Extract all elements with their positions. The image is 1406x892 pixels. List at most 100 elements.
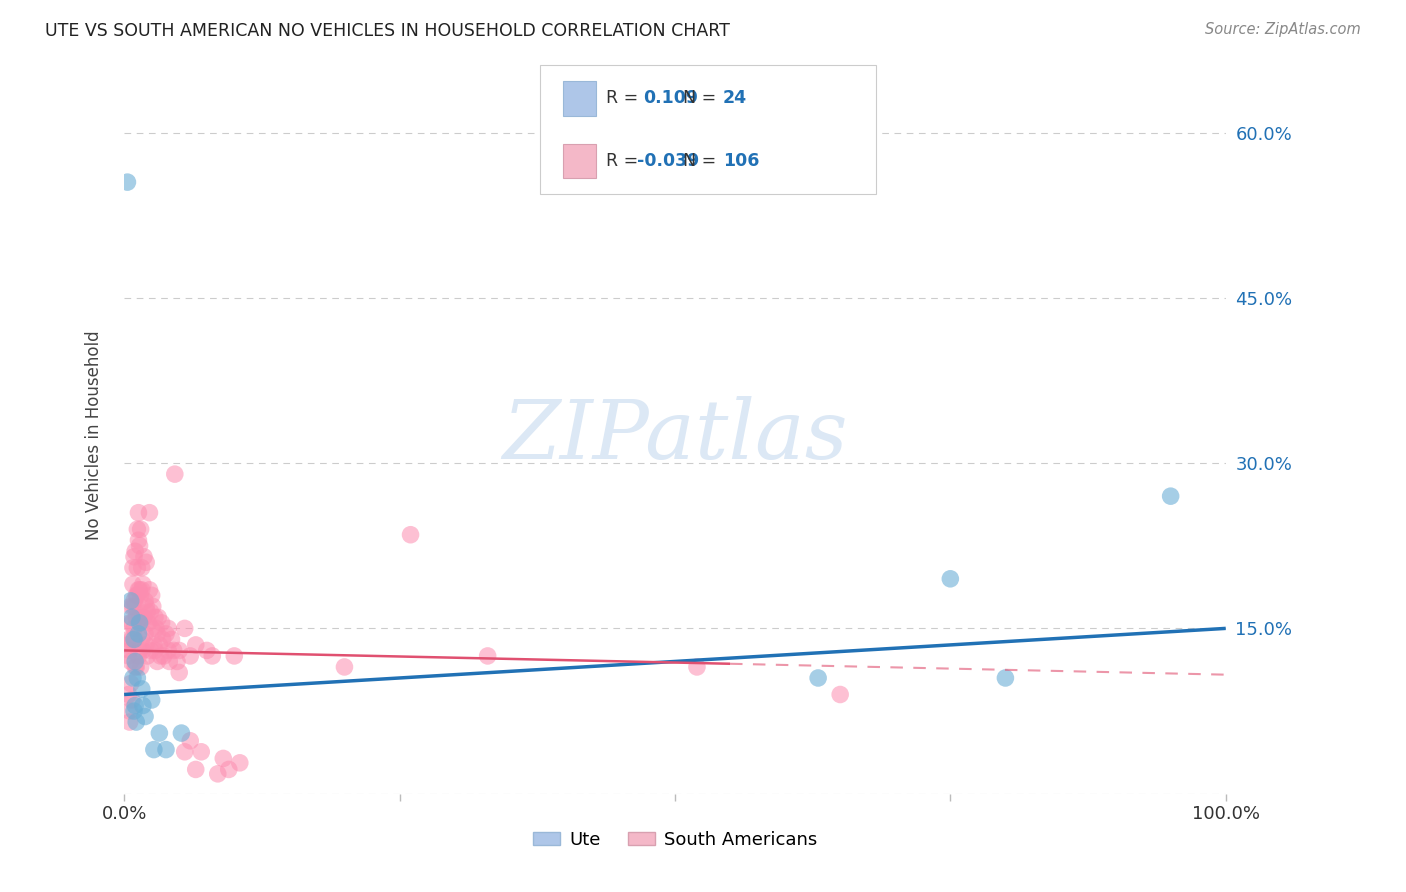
Point (125, 660, 148, 674)
Point (131, 561, 153, 575)
Point (146, 655, 169, 669)
Point (127, 627, 149, 641)
Point (155, 742, 177, 756)
Point (190, 745, 212, 759)
Point (142, 742, 165, 756)
Point (160, 632, 183, 647)
Text: R =: R = (606, 152, 644, 170)
Point (163, 643, 186, 657)
Point (167, 665, 190, 680)
Point (118, 714, 141, 729)
Point (229, 756, 252, 770)
Point (142, 599, 165, 614)
Point (136, 605, 159, 619)
Point (477, 648, 499, 663)
Point (141, 588, 163, 602)
Point (129, 660, 152, 674)
Point (152, 648, 174, 663)
Point (399, 527, 422, 541)
Point (117, 648, 139, 663)
Point (118, 704, 141, 718)
Point (139, 643, 162, 657)
Point (173, 621, 195, 635)
Point (138, 582, 160, 597)
Point (141, 621, 163, 635)
Legend: Ute, South Americans: Ute, South Americans (526, 824, 824, 856)
Point (125, 610, 148, 624)
Point (132, 610, 155, 624)
Point (125, 588, 148, 602)
Point (148, 638, 170, 652)
Point (148, 726, 170, 740)
Point (124, 599, 146, 614)
Point (224, 648, 246, 663)
Point (120, 655, 142, 669)
Point (127, 588, 149, 602)
Point (117, 638, 139, 652)
Point (152, 632, 174, 647)
Point (143, 610, 166, 624)
Point (131, 681, 153, 696)
Point (143, 643, 166, 657)
Point (939, 572, 962, 586)
Point (131, 582, 153, 597)
Point (118, 615, 141, 630)
Text: N =: N = (683, 152, 721, 170)
Point (830, 688, 852, 702)
Y-axis label: No Vehicles in Household: No Vehicles in Household (86, 331, 103, 541)
Text: N =: N = (683, 89, 721, 107)
Point (124, 660, 146, 674)
Point (146, 627, 169, 641)
Point (128, 615, 150, 630)
Point (170, 726, 193, 740)
Text: 24: 24 (723, 89, 747, 107)
Point (132, 643, 155, 657)
Point (128, 643, 150, 657)
Point (122, 561, 145, 575)
Point (120, 676, 142, 690)
Point (124, 698, 146, 713)
Text: ZIPatlas: ZIPatlas (502, 395, 848, 475)
Text: UTE VS SOUTH AMERICAN NO VEHICLES IN HOUSEHOLD CORRELATION CHART: UTE VS SOUTH AMERICAN NO VEHICLES IN HOU… (45, 22, 730, 40)
Point (807, 671, 830, 685)
Point (122, 671, 145, 685)
Point (124, 655, 146, 669)
Point (201, 648, 224, 663)
Point (148, 610, 170, 624)
Point (124, 544, 146, 558)
Point (167, 643, 190, 657)
Point (120, 594, 142, 608)
Point (157, 643, 180, 657)
Point (141, 693, 163, 707)
Point (134, 627, 156, 641)
Point (145, 621, 167, 635)
Point (127, 533, 149, 548)
Point (135, 599, 157, 614)
Point (132, 610, 155, 624)
Point (686, 660, 709, 674)
Point (157, 655, 180, 669)
Point (121, 615, 143, 630)
Point (125, 714, 148, 729)
Point (129, 615, 152, 630)
Point (134, 709, 156, 723)
Point (157, 621, 180, 635)
Point (127, 506, 149, 520)
Point (124, 632, 146, 647)
Point (122, 704, 145, 718)
Point (117, 632, 139, 647)
Point (179, 648, 201, 663)
Point (132, 698, 155, 713)
Point (121, 632, 143, 647)
Point (132, 549, 155, 564)
Point (136, 648, 159, 663)
Point (173, 745, 195, 759)
Point (128, 582, 150, 597)
Point (212, 751, 235, 765)
Point (122, 632, 145, 647)
Point (207, 767, 229, 781)
Point (127, 561, 149, 575)
Point (122, 599, 145, 614)
Point (179, 733, 201, 747)
Point (163, 467, 186, 482)
